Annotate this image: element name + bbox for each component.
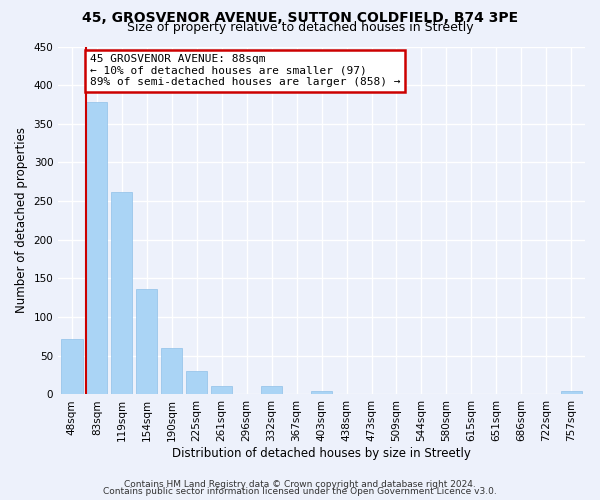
Bar (186, 372, 208, 394)
Bar (61, 339, 83, 394)
Bar (211, 386, 232, 394)
Y-axis label: Number of detached properties: Number of detached properties (15, 128, 28, 314)
Bar (311, 390, 332, 394)
Text: Size of property relative to detached houses in Streetly: Size of property relative to detached ho… (127, 21, 473, 34)
X-axis label: Distribution of detached houses by size in Streetly: Distribution of detached houses by size … (172, 447, 471, 460)
Text: 45 GROSVENOR AVENUE: 88sqm
← 10% of detached houses are smaller (97)
89% of semi: 45 GROSVENOR AVENUE: 88sqm ← 10% of deta… (90, 54, 400, 88)
Bar (560, 390, 582, 394)
Text: Contains HM Land Registry data © Crown copyright and database right 2024.: Contains HM Land Registry data © Crown c… (124, 480, 476, 489)
Bar (111, 192, 133, 394)
Bar (161, 348, 182, 395)
Bar (136, 288, 157, 395)
Text: 45, GROSVENOR AVENUE, SUTTON COLDFIELD, B74 3PE: 45, GROSVENOR AVENUE, SUTTON COLDFIELD, … (82, 11, 518, 25)
Bar (261, 386, 282, 394)
Bar (86, 102, 107, 395)
Text: Contains public sector information licensed under the Open Government Licence v3: Contains public sector information licen… (103, 487, 497, 496)
